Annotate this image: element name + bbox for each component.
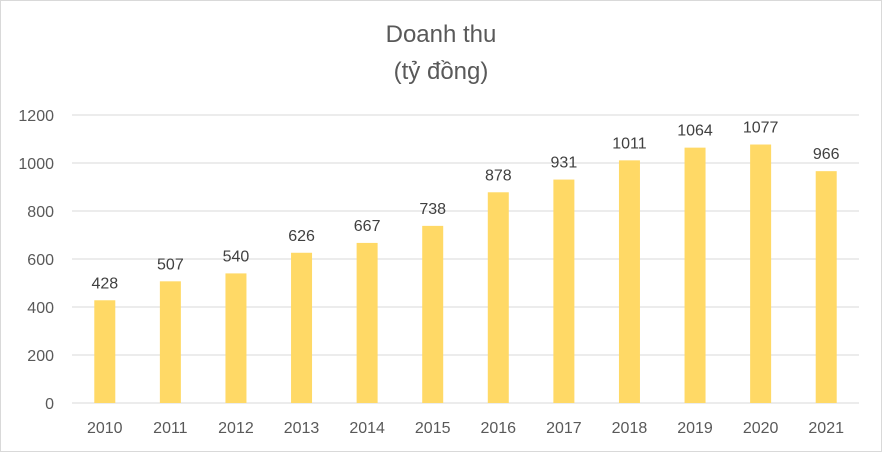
chart-subtitle: (tỷ đồng) — [393, 58, 489, 85]
data-label-2013: 626 — [288, 228, 315, 245]
x-tick-label-2012: 2012 — [218, 420, 254, 437]
bar-2018 — [618, 160, 640, 403]
x-tick-label-2010: 2010 — [87, 420, 123, 437]
data-label-2017: 931 — [551, 155, 578, 172]
bar-2015 — [422, 225, 444, 403]
bar-2013 — [291, 252, 313, 403]
x-tick-label-2017: 2017 — [546, 420, 582, 437]
chart-title: Doanh thu — [385, 21, 497, 48]
y-tick-label: 1200 — [18, 108, 54, 125]
x-tick-label-2018: 2018 — [612, 420, 648, 437]
data-label-2012: 540 — [223, 248, 250, 265]
bar-2021 — [815, 171, 837, 403]
y-tick-label: 600 — [27, 252, 54, 269]
x-tick-label-2019: 2019 — [677, 420, 713, 437]
bar-2017 — [553, 179, 575, 403]
x-axis-ticks: 2010 2011 2012 2013 2014 2015 2016 2017 2018 2019… — [87, 420, 844, 437]
y-tick-label: 800 — [27, 204, 54, 221]
data-label-2021: 966 — [813, 146, 840, 163]
data-label-2020: 1077 — [743, 120, 779, 137]
bar-2019 — [684, 147, 706, 403]
x-tick-label-2016: 2016 — [480, 420, 516, 437]
bar-2020 — [750, 144, 772, 403]
gridlines — [72, 114, 859, 404]
x-tick-label-2013: 2013 — [284, 420, 320, 437]
bar-2010 — [94, 300, 116, 403]
bar-2014 — [356, 242, 378, 403]
y-axis-ticks: 0 200 400 600 800 1000 1200 — [18, 108, 54, 413]
y-tick-label: 0 — [45, 396, 54, 413]
data-label-2015: 738 — [419, 201, 446, 218]
x-tick-label-2020: 2020 — [743, 420, 779, 437]
bar-2012 — [225, 273, 247, 403]
data-label-2010: 428 — [91, 275, 118, 292]
data-label-2018: 1011 — [612, 135, 647, 152]
data-label-2019: 1064 — [677, 123, 713, 140]
bars — [94, 144, 837, 403]
y-tick-label: 400 — [27, 300, 54, 317]
bar-2016 — [487, 192, 509, 403]
y-tick-label: 1000 — [18, 156, 54, 173]
x-tick-label-2015: 2015 — [415, 420, 451, 437]
data-label-2011: 507 — [157, 256, 184, 273]
data-label-2016: 878 — [485, 167, 512, 184]
data-labels: 428 507 540 626 667 738 878 931 1011 1064 1077 966 — [91, 120, 839, 293]
data-label-2014: 667 — [354, 218, 381, 235]
x-tick-label-2014: 2014 — [349, 420, 385, 437]
y-tick-label: 200 — [27, 348, 54, 365]
bar-2011 — [159, 281, 181, 403]
x-tick-label-2011: 2011 — [153, 420, 188, 437]
x-tick-label-2021: 2021 — [808, 420, 844, 437]
